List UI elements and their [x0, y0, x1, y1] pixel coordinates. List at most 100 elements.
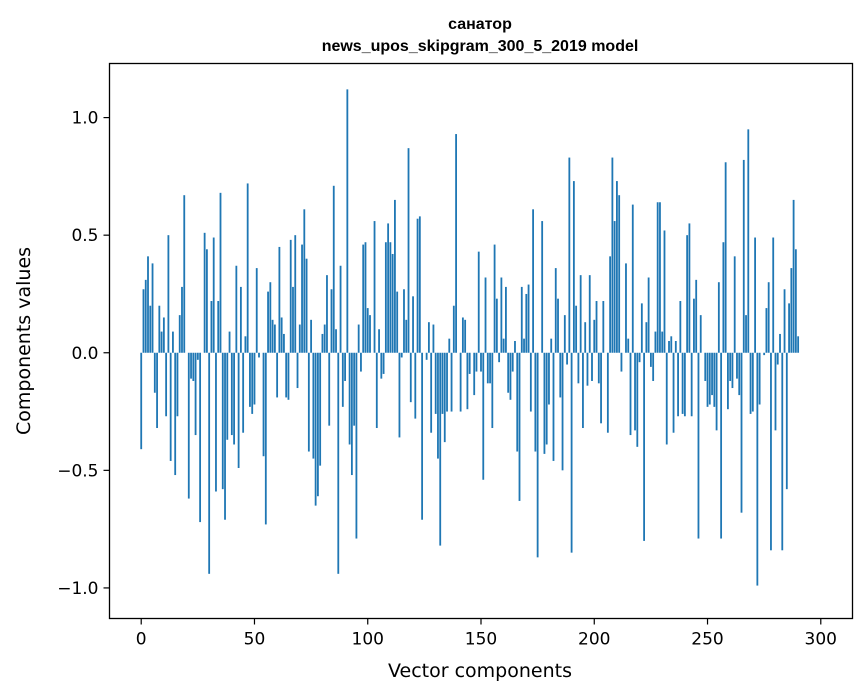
bar [557, 298, 559, 353]
bar [686, 235, 689, 353]
bar [738, 352, 741, 396]
bar [577, 352, 580, 384]
bar [375, 352, 378, 429]
bar [699, 315, 702, 353]
bar [389, 242, 392, 353]
bar [783, 289, 786, 353]
bar [455, 134, 457, 353]
bar [328, 352, 331, 426]
bar [369, 315, 371, 353]
bar [416, 218, 419, 353]
bar [273, 324, 276, 353]
bar [720, 352, 723, 539]
bar [493, 244, 496, 353]
bar [391, 253, 394, 353]
bar [631, 204, 634, 353]
bar [620, 352, 623, 372]
bar [217, 301, 220, 353]
y-axis-ticks: −1.0 −0.5 0.0 0.5 1.0 [57, 109, 110, 599]
bar [382, 352, 385, 374]
bar [708, 352, 711, 405]
bar [541, 221, 544, 353]
bar [634, 352, 636, 431]
bar [289, 239, 292, 353]
bar [482, 352, 485, 480]
bar [418, 216, 421, 353]
bar [652, 352, 655, 381]
bar-series [140, 89, 800, 586]
bar [341, 352, 344, 407]
bar [765, 308, 768, 353]
bar [294, 235, 297, 353]
bar [575, 305, 578, 353]
bar [172, 331, 174, 353]
bar [747, 129, 750, 353]
bar [357, 324, 360, 353]
bar [751, 352, 754, 412]
bar [149, 305, 152, 353]
bar [502, 338, 505, 353]
bar [514, 341, 516, 353]
bar [767, 282, 770, 353]
bar [432, 324, 435, 353]
bar [579, 275, 582, 353]
bar [785, 352, 788, 490]
bar [529, 352, 532, 412]
bar [140, 352, 143, 450]
bar [532, 209, 534, 353]
bar [597, 352, 600, 384]
bar [249, 352, 251, 407]
bar [421, 352, 424, 520]
bar [563, 315, 566, 353]
bar [740, 352, 743, 513]
bar [298, 324, 301, 353]
bar [235, 265, 238, 353]
bar [326, 275, 328, 353]
bar [314, 352, 317, 506]
bar [396, 291, 399, 353]
bar [450, 352, 453, 412]
bar [668, 341, 670, 353]
bar [731, 352, 734, 389]
bar [586, 352, 589, 386]
bar [776, 352, 779, 365]
bar [466, 352, 469, 410]
bar [749, 352, 752, 414]
bar [427, 322, 430, 353]
bar [534, 352, 537, 452]
bar [679, 301, 682, 353]
bar [317, 352, 319, 497]
bar [394, 199, 396, 353]
bar [627, 338, 630, 353]
bar [609, 256, 612, 353]
bar [509, 352, 512, 400]
bar [584, 322, 587, 353]
bar [477, 251, 480, 353]
bar [321, 333, 324, 353]
bar [468, 352, 471, 374]
bar [507, 352, 510, 393]
bar [500, 277, 503, 353]
bar [190, 352, 192, 379]
bar [156, 352, 158, 429]
bar [733, 256, 736, 353]
bar [742, 159, 745, 353]
bar [681, 352, 684, 414]
x-tick-label: 150 [465, 630, 497, 650]
bar [697, 352, 700, 539]
bar [770, 352, 772, 551]
bar [362, 244, 365, 353]
y-tick-label: −1.0 [57, 579, 98, 599]
bar [323, 324, 326, 353]
bar [611, 157, 614, 353]
bar [414, 352, 417, 419]
bar [654, 331, 657, 353]
y-tick-label: −0.5 [57, 461, 98, 481]
bar [158, 305, 161, 353]
bar [305, 258, 308, 353]
bar [498, 352, 501, 363]
bar [616, 181, 618, 353]
bar [407, 148, 410, 353]
bar [403, 289, 405, 353]
bar [219, 192, 222, 353]
